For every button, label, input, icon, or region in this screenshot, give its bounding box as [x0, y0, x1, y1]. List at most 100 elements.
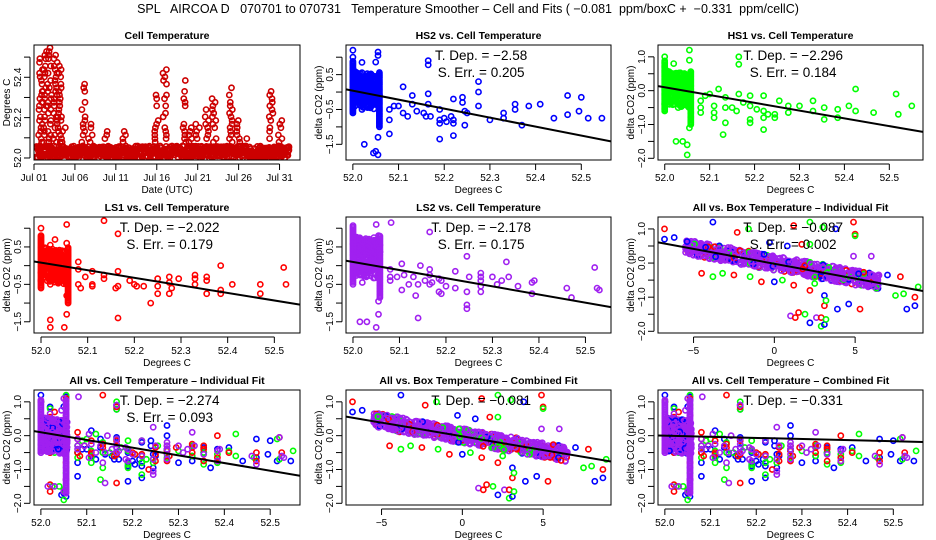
data-point — [564, 111, 571, 119]
x-tick-label: 52.5 — [880, 173, 900, 184]
data-point — [151, 127, 159, 135]
data-point — [266, 127, 273, 135]
fit-line — [34, 260, 300, 306]
data-point — [46, 316, 54, 324]
data-point — [78, 106, 86, 113]
temperature-dependence-label: T. Dep. = −2.022 — [120, 220, 220, 235]
data-point — [364, 236, 372, 244]
data-point — [266, 91, 274, 99]
data-point — [413, 107, 421, 115]
data-point — [256, 280, 264, 288]
data-point — [845, 102, 853, 110]
data-point — [45, 51, 53, 59]
x-tick-label: Jul 06 — [62, 173, 89, 184]
data-point — [228, 117, 236, 124]
x-tick-label: 0 — [772, 346, 778, 357]
data-point — [55, 106, 63, 113]
data-point — [126, 277, 134, 284]
data-point — [203, 277, 211, 284]
x-tick-label: 52.5 — [576, 346, 596, 357]
data-point — [88, 282, 96, 290]
data-point — [56, 95, 64, 103]
y-tick-label: 0.5 — [325, 67, 336, 81]
data-point — [369, 251, 377, 259]
data-point — [386, 273, 394, 281]
data-point — [709, 273, 717, 281]
data-point — [463, 305, 471, 313]
data-point — [449, 95, 457, 103]
data-point — [208, 106, 216, 113]
data-point — [74, 258, 82, 266]
data-point — [832, 225, 840, 233]
data-point — [911, 293, 919, 301]
data-point — [670, 234, 678, 241]
x-tick-label: 52.2 — [125, 346, 145, 357]
data-point — [227, 127, 234, 135]
data-point — [151, 135, 159, 142]
data-point — [447, 113, 455, 120]
data-point — [424, 57, 432, 65]
data-point — [779, 276, 786, 284]
data-point — [192, 131, 200, 139]
chart-panel-all-vs-box-individual: All vs. Box Temperature – Individual Fit… — [626, 202, 924, 369]
data-point — [280, 264, 288, 271]
plot-frame — [345, 216, 612, 334]
data-point — [37, 124, 45, 132]
data-point — [549, 441, 557, 448]
data-point — [670, 98, 678, 105]
data-point — [357, 102, 365, 110]
plot-frame — [657, 44, 924, 161]
data-point — [81, 273, 89, 281]
data-point — [248, 452, 256, 460]
x-tick-label: 52.5 — [260, 518, 280, 529]
data-point — [477, 277, 485, 284]
data-point — [850, 252, 857, 260]
data-point — [153, 102, 161, 110]
data-point — [264, 450, 272, 458]
x-tick-label: 52.4 — [215, 518, 235, 529]
data-point — [822, 297, 830, 304]
fit-line — [658, 241, 923, 293]
data-point — [596, 286, 603, 294]
data-point — [62, 396, 70, 404]
data-point — [131, 450, 139, 458]
data-point — [436, 120, 444, 127]
data-point — [180, 95, 188, 103]
plot-area — [34, 217, 300, 331]
data-point — [203, 290, 211, 298]
data-point — [152, 442, 159, 450]
standard-error-label: S. Err. = 0.002 — [750, 237, 837, 252]
y-tick-label: 0.0 — [637, 256, 648, 270]
data-point — [58, 113, 65, 121]
data-point — [153, 95, 161, 103]
data-point — [225, 91, 233, 99]
data-point — [740, 259, 748, 267]
data-point — [124, 477, 132, 485]
y-axis-label: delta CO2 (ppm) — [314, 238, 325, 312]
data-point — [488, 273, 496, 281]
panel-title: All vs. Box Temperature – Individual Fit — [693, 202, 889, 214]
data-point — [385, 116, 393, 124]
data-point — [188, 449, 196, 456]
data-point — [40, 66, 48, 73]
data-point — [278, 117, 286, 124]
data-point — [710, 102, 718, 110]
data-point — [267, 117, 275, 124]
data-point — [131, 460, 139, 468]
data-point — [900, 290, 907, 298]
data-point — [56, 62, 63, 70]
data-point — [798, 240, 806, 248]
y-axis-label: delta CO2 (ppm) — [314, 66, 325, 140]
data-point — [41, 113, 48, 121]
data-point — [122, 131, 129, 139]
data-point — [894, 110, 902, 118]
data-point — [278, 135, 286, 142]
data-point — [44, 415, 51, 423]
data-point — [45, 135, 53, 142]
data-point — [374, 133, 382, 141]
plot-frame — [33, 216, 301, 334]
data-point — [52, 51, 59, 59]
data-point — [49, 424, 57, 431]
data-point — [81, 80, 88, 88]
